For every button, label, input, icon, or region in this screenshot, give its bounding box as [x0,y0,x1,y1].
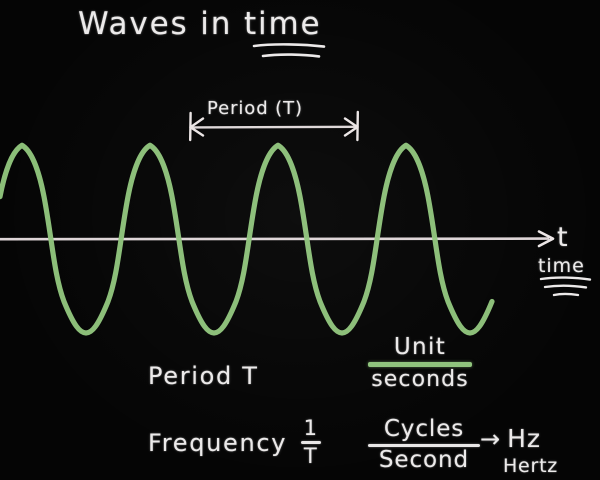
axis-symbol-label: t [557,222,569,253]
sine-wave-curve [0,142,495,336]
unit-value-seconds: seconds [371,367,469,392]
title-text-before: Waves in [78,6,244,42]
title-underline-marks [252,43,326,58]
page-title: Waves in time [78,6,321,42]
period-bracket-label: Period (T) [207,98,303,119]
frequency-fraction-numerator: 1 [303,416,319,440]
hertz-symbol: Hz [507,424,542,453]
title-emphasized-word-text: time [243,6,322,42]
cycles-numerator: Cycles [383,416,465,442]
cycles-per-second-fraction: Cycles Second [368,418,480,472]
frequency-definition: Frequency 1 T [148,416,322,468]
frequency-fraction-denominator: T [303,444,319,468]
frequency-fraction-bar [301,441,322,444]
unit-label: Unit [393,334,447,360]
axis-name-label: time [538,255,585,277]
hertz-name: Hertz [503,455,559,477]
frequency-fraction: 1 T [301,416,322,468]
time-axis [0,230,555,248]
axis-name-underline-marks [539,276,592,297]
period-measure-arrow [189,110,359,142]
hertz-result: → Hz [480,424,541,453]
title-emphasized-word: time [244,6,321,42]
unit-seconds-fraction: Unit seconds [368,336,472,391]
frequency-definition-label: Frequency [148,428,288,457]
cycles-denominator: Second [378,447,470,473]
right-arrow-icon: → [480,425,502,453]
period-definition-text: Period T [148,362,259,390]
unit-fraction-bar [368,362,472,367]
cycles-fraction-bar [368,444,480,447]
time-axis-arrow-icon [537,230,555,248]
